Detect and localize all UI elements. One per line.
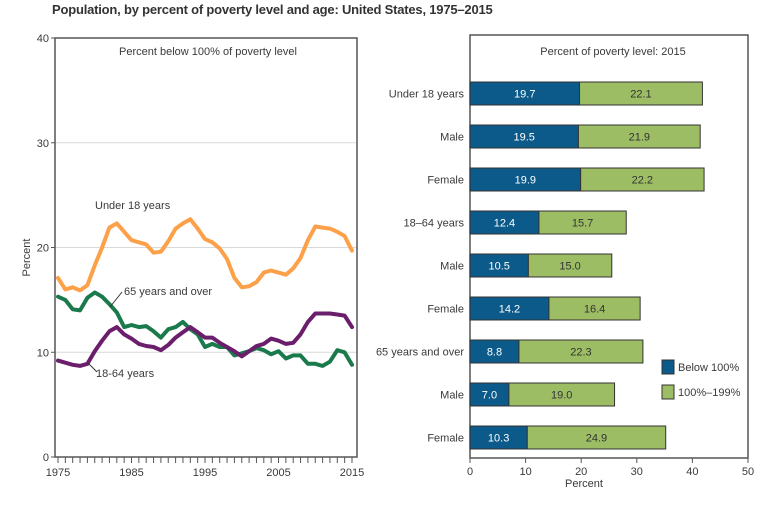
x-tick-label: 1975 — [46, 467, 70, 479]
bar-value-label: 15.7 — [572, 218, 593, 230]
x-tick-label: 20 — [575, 466, 587, 478]
category-label: 65 years and over — [376, 347, 464, 359]
legend-label-pct100_199: 100%–199% — [678, 387, 741, 399]
series-line-age18_64 — [56, 311, 354, 368]
y-axis-label: Percent — [21, 239, 33, 277]
category-label: Female — [427, 175, 464, 187]
series-line-age65 — [56, 290, 354, 368]
x-tick-label: 50 — [742, 466, 754, 478]
leader-line — [109, 291, 123, 308]
bar-segment-pct100_199 — [538, 210, 627, 235]
legend-swatch-pct100_199 — [661, 384, 675, 400]
bar-segment-pct100_199 — [580, 167, 705, 192]
legend-swatch-below100 — [661, 359, 675, 375]
bar-segment-pct100_199 — [577, 124, 701, 149]
y-tick-label: 20 — [37, 243, 49, 255]
series-label-age18-64: 18-64 years — [96, 368, 155, 380]
y-tick-label: 40 — [37, 33, 49, 45]
bar-chart-title: Percent of poverty level: 2015 — [540, 46, 686, 58]
bar-value-label: 14.2 — [499, 304, 520, 316]
bar-value-label: 19.9 — [515, 175, 536, 187]
bar-value-label: 7.0 — [482, 390, 497, 402]
bar-chart: Percent of poverty level: 2015 Under 18 y… — [376, 34, 754, 490]
bar-segment-pct100_199 — [526, 425, 667, 450]
y-tick-label: 30 — [37, 138, 49, 150]
bar-value-label: 19.5 — [513, 132, 534, 144]
category-label: Female — [427, 304, 464, 316]
bar-value-label: 19.7 — [514, 89, 535, 101]
series-label-under18: Under 18 years — [95, 200, 171, 212]
bar-segment-pct100_199 — [579, 81, 703, 106]
series-line-under18 — [56, 217, 354, 293]
x-tick-label: 1995 — [193, 467, 217, 479]
y-tick-label: 10 — [37, 347, 49, 359]
bar-value-label: 8.8 — [487, 347, 502, 359]
bar-value-label: 22.1 — [630, 89, 651, 101]
series-label-age65: 65 years and over — [124, 286, 212, 298]
line-chart-title: Percent below 100% of poverty level — [119, 46, 297, 58]
legend-label-below100: Below 100% — [678, 362, 739, 374]
line-chart: 0 10 20 30 40 Percent 1975 1985 1995 2005 2015 Perc… — [21, 33, 364, 479]
bar-value-label: 10.5 — [488, 261, 509, 273]
category-label: Male — [440, 390, 464, 402]
bar-value-label: 10.3 — [488, 433, 509, 445]
bar-value-label: 21.9 — [629, 132, 650, 144]
y-tick-label: 0 — [43, 452, 49, 464]
bar-value-label: 22.3 — [570, 347, 591, 359]
bar-value-label: 24.9 — [586, 433, 607, 445]
x-axis-label: Percent — [565, 478, 603, 490]
category-label: Male — [440, 261, 464, 273]
bar-value-label: 12.4 — [494, 218, 515, 230]
bar-segment-pct100_199 — [527, 253, 613, 278]
bar-segment-pct100_199 — [548, 296, 641, 321]
x-tick-label: 0 — [467, 466, 473, 478]
x-tick-label: 30 — [631, 466, 643, 478]
bar-segment-pct100_199 — [518, 339, 644, 364]
category-label: Male — [440, 132, 464, 144]
x-tick-label: 2005 — [266, 467, 290, 479]
bar-value-label: 22.2 — [632, 175, 653, 187]
category-label: 18–64 years — [403, 218, 464, 230]
page-title: Population, by percent of poverty level … — [52, 2, 493, 17]
x-tick-label: 2015 — [340, 467, 364, 479]
bar-value-label: 15.0 — [559, 261, 580, 273]
category-label: Under 18 years — [389, 89, 465, 101]
plot-frame — [469, 34, 749, 459]
bar-value-label: 16.4 — [584, 304, 605, 316]
leader-line — [87, 362, 98, 373]
x-tick-label: 1985 — [119, 467, 143, 479]
x-tick-label: 40 — [686, 466, 698, 478]
category-label: Female — [427, 433, 464, 445]
bar-value-label: 19.0 — [551, 390, 572, 402]
x-tick-label: 10 — [519, 466, 531, 478]
bar-segment-pct100_199 — [508, 382, 616, 407]
